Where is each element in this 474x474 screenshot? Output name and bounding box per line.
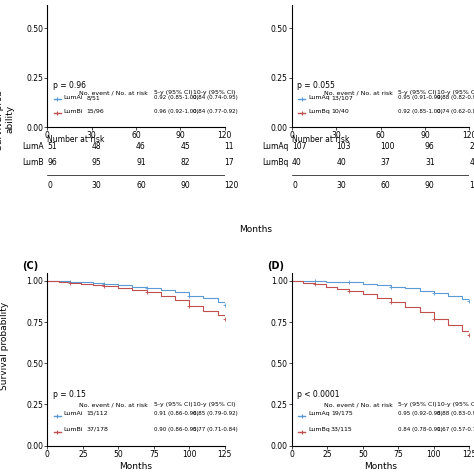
Text: 90: 90 — [425, 181, 435, 190]
Text: 5-y (95% CI): 5-y (95% CI) — [154, 402, 192, 407]
Text: 100: 100 — [381, 143, 395, 152]
Text: 0: 0 — [47, 181, 52, 190]
Text: p < 0.0001: p < 0.0001 — [297, 390, 340, 399]
Text: LumBq: LumBq — [262, 158, 289, 167]
Text: 10-y (95% CI): 10-y (95% CI) — [438, 91, 474, 95]
Text: 0.96 (0.92-1.00): 0.96 (0.92-1.00) — [154, 109, 199, 114]
Text: LumAq: LumAq — [308, 95, 329, 100]
Text: LumAi: LumAi — [64, 95, 83, 100]
Text: 13/107: 13/107 — [331, 95, 353, 100]
Text: 5-y (95% CI): 5-y (95% CI) — [398, 402, 437, 407]
Text: p = 0.055: p = 0.055 — [297, 81, 335, 90]
Text: 33/115: 33/115 — [331, 427, 353, 431]
Text: Survival prob-
ability: Survival prob- ability — [0, 87, 14, 150]
Text: Months: Months — [239, 225, 273, 234]
Text: 60: 60 — [381, 181, 391, 190]
Text: 31: 31 — [425, 158, 435, 167]
Text: 0.91 (0.86-0.96): 0.91 (0.86-0.96) — [154, 411, 199, 416]
Text: LumBq: LumBq — [308, 427, 330, 431]
Text: Number at risk: Number at risk — [47, 135, 105, 144]
Text: 95: 95 — [91, 158, 101, 167]
Text: 30: 30 — [91, 181, 101, 190]
Text: Survival probability: Survival probability — [0, 302, 9, 390]
Text: 60: 60 — [136, 181, 146, 190]
Text: 107: 107 — [292, 143, 307, 152]
Text: (C): (C) — [23, 261, 39, 271]
Text: 46: 46 — [136, 143, 146, 152]
Text: Number at risk: Number at risk — [292, 135, 349, 144]
Text: LumAq: LumAq — [308, 411, 329, 416]
Text: LumBq: LumBq — [308, 109, 330, 114]
Text: 0.84 (0.77-0.92): 0.84 (0.77-0.92) — [193, 109, 237, 114]
Text: 15/96: 15/96 — [86, 109, 104, 114]
Text: 90: 90 — [180, 181, 190, 190]
Text: 17: 17 — [225, 158, 234, 167]
Text: 48: 48 — [91, 143, 101, 152]
Text: No. event / No. at risk: No. event / No. at risk — [324, 91, 393, 95]
Text: 10/40: 10/40 — [331, 109, 349, 114]
Text: 96: 96 — [425, 143, 435, 152]
Text: 0.84 (0.74-0.95): 0.84 (0.74-0.95) — [193, 95, 237, 100]
Text: 10-y (95% CI): 10-y (95% CI) — [438, 402, 474, 407]
Text: 0.67 (0.57-0.77): 0.67 (0.57-0.77) — [438, 427, 474, 431]
Text: 11: 11 — [225, 143, 234, 152]
Text: 15/112: 15/112 — [86, 411, 108, 416]
Text: p = 0.96: p = 0.96 — [53, 81, 86, 90]
Text: LumB: LumB — [22, 158, 44, 167]
Text: 24: 24 — [469, 143, 474, 152]
Text: 91: 91 — [136, 158, 146, 167]
Text: 0.84 (0.78-0.91): 0.84 (0.78-0.91) — [398, 427, 443, 431]
Text: LumBi: LumBi — [64, 427, 83, 431]
Text: 5-y (95% CI): 5-y (95% CI) — [398, 91, 437, 95]
X-axis label: Months: Months — [364, 462, 397, 471]
Text: 30: 30 — [337, 181, 346, 190]
Text: 10-y (95% CI): 10-y (95% CI) — [193, 91, 235, 95]
Text: 0.95 (0.92-0.98): 0.95 (0.92-0.98) — [398, 411, 443, 416]
Text: 10-y (95% CI): 10-y (95% CI) — [193, 402, 235, 407]
Text: LumAi: LumAi — [64, 411, 83, 416]
X-axis label: Months: Months — [119, 462, 153, 471]
Text: 120: 120 — [469, 181, 474, 190]
Text: 37/178: 37/178 — [86, 427, 108, 431]
Text: 0.92 (0.85-1.00): 0.92 (0.85-1.00) — [154, 95, 199, 100]
Text: LumBi: LumBi — [64, 109, 83, 114]
Text: 5-y (95% CI): 5-y (95% CI) — [154, 91, 192, 95]
Text: 0: 0 — [292, 181, 297, 190]
Text: 0.92 (0.85-1.00): 0.92 (0.85-1.00) — [398, 109, 443, 114]
Text: 40: 40 — [292, 158, 302, 167]
Text: 0.90 (0.86-0.95): 0.90 (0.86-0.95) — [154, 427, 199, 431]
Text: No. event / No. at risk: No. event / No. at risk — [79, 402, 148, 407]
Text: (D): (D) — [267, 261, 284, 271]
Text: 0.95 (0.91-0.99): 0.95 (0.91-0.99) — [398, 95, 443, 100]
Text: 103: 103 — [337, 143, 351, 152]
Text: 51: 51 — [47, 143, 57, 152]
Text: p = 0.15: p = 0.15 — [53, 390, 86, 399]
Text: 4: 4 — [469, 158, 474, 167]
Text: 40: 40 — [337, 158, 346, 167]
Text: 37: 37 — [381, 158, 391, 167]
Text: LumA: LumA — [22, 143, 44, 152]
Text: 0.88 (0.82-0.94): 0.88 (0.82-0.94) — [438, 95, 474, 100]
Text: 19/175: 19/175 — [331, 411, 353, 416]
Text: 82: 82 — [180, 158, 190, 167]
Text: LumAq: LumAq — [262, 143, 289, 152]
Text: 120: 120 — [225, 181, 239, 190]
Text: 0.74 (0.62-0.89): 0.74 (0.62-0.89) — [438, 109, 474, 114]
Text: 0.77 (0.71-0.84): 0.77 (0.71-0.84) — [193, 427, 237, 431]
Text: 96: 96 — [47, 158, 57, 167]
Text: 0.85 (0.79-0.92): 0.85 (0.79-0.92) — [193, 411, 237, 416]
Text: 0.88 (0.83-0.93): 0.88 (0.83-0.93) — [438, 411, 474, 416]
Text: No. event / No. at risk: No. event / No. at risk — [324, 402, 393, 407]
Text: 45: 45 — [180, 143, 190, 152]
Text: 8/51: 8/51 — [86, 95, 100, 100]
Text: No. event / No. at risk: No. event / No. at risk — [79, 91, 148, 95]
